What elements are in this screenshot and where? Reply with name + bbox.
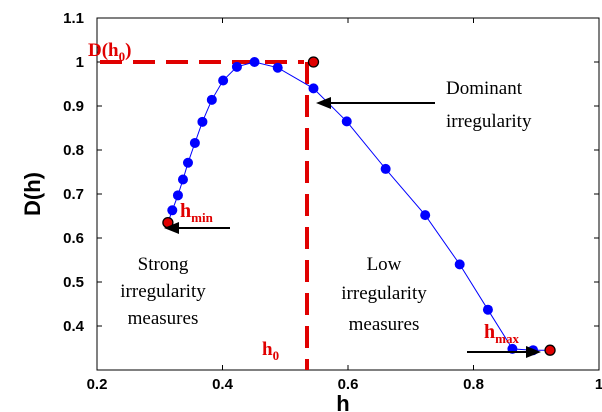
y-tick-label: 0.6: [63, 230, 84, 247]
data-point: [189, 137, 200, 148]
d-h0-label: D(h0): [88, 40, 131, 64]
data-point: [206, 94, 217, 105]
hmin-arrow: [164, 222, 230, 234]
low-label-line2: irregularity: [341, 283, 427, 304]
dominant-label-line1: Dominant: [446, 78, 523, 99]
series-points: [162, 57, 556, 356]
y-tick-label: 0.7: [63, 186, 84, 203]
axis-ticks: 0.2 0.4 0.6 0.8 1 0.4 0.5 0.6 0.7 0.8 0.9 1 1.1: [63, 10, 602, 393]
x-axis-label: h: [336, 391, 349, 412]
y-tick-label: 0.5: [63, 274, 84, 291]
highlight-point: [307, 56, 320, 68]
data-point: [482, 304, 493, 315]
x-tick-label: 0.4: [212, 376, 234, 393]
low-label-line3: measures: [349, 314, 420, 335]
highlight-point: [544, 344, 556, 356]
y-tick-label: 0.8: [63, 142, 84, 159]
x-tick-label: 0.6: [338, 376, 359, 393]
data-point: [420, 210, 431, 221]
data-point: [197, 116, 208, 127]
dominant-label-line2: irregularity: [446, 111, 532, 132]
y-axis-label: D(h): [20, 172, 45, 216]
data-point: [218, 75, 229, 86]
low-label-line1: Low: [367, 254, 402, 275]
x-tick-label: 1: [595, 376, 602, 393]
data-point: [172, 190, 183, 201]
strong-label-line3: measures: [128, 308, 199, 329]
series-line: [167, 61, 551, 351]
data-point: [249, 57, 260, 67]
highlight-points: [162, 56, 556, 356]
data-point: [380, 163, 391, 174]
data-point: [454, 259, 465, 270]
hmin-label: hmin: [180, 200, 214, 225]
hmax-label: hmax: [484, 321, 519, 346]
data-point: [177, 174, 188, 185]
data-point: [231, 61, 242, 72]
y-tick-label: 0.4: [63, 318, 85, 335]
strong-label-line2: irregularity: [120, 281, 206, 302]
data-point: [167, 205, 178, 216]
data-point: [308, 83, 319, 94]
dominant-arrow: [316, 97, 435, 109]
h0-label: h0: [262, 339, 279, 363]
data-point: [272, 62, 283, 73]
x-tick-label: 0.8: [463, 376, 484, 393]
data-point: [182, 157, 193, 168]
x-tick-label: 0.2: [87, 376, 108, 393]
y-tick-label: 0.9: [63, 98, 84, 115]
y-tick-label: 1: [76, 54, 84, 71]
hmax-arrow: [467, 346, 541, 358]
data-point: [341, 116, 352, 127]
strong-label-line1: Strong: [138, 254, 189, 275]
y-tick-label: 1.1: [63, 10, 84, 27]
